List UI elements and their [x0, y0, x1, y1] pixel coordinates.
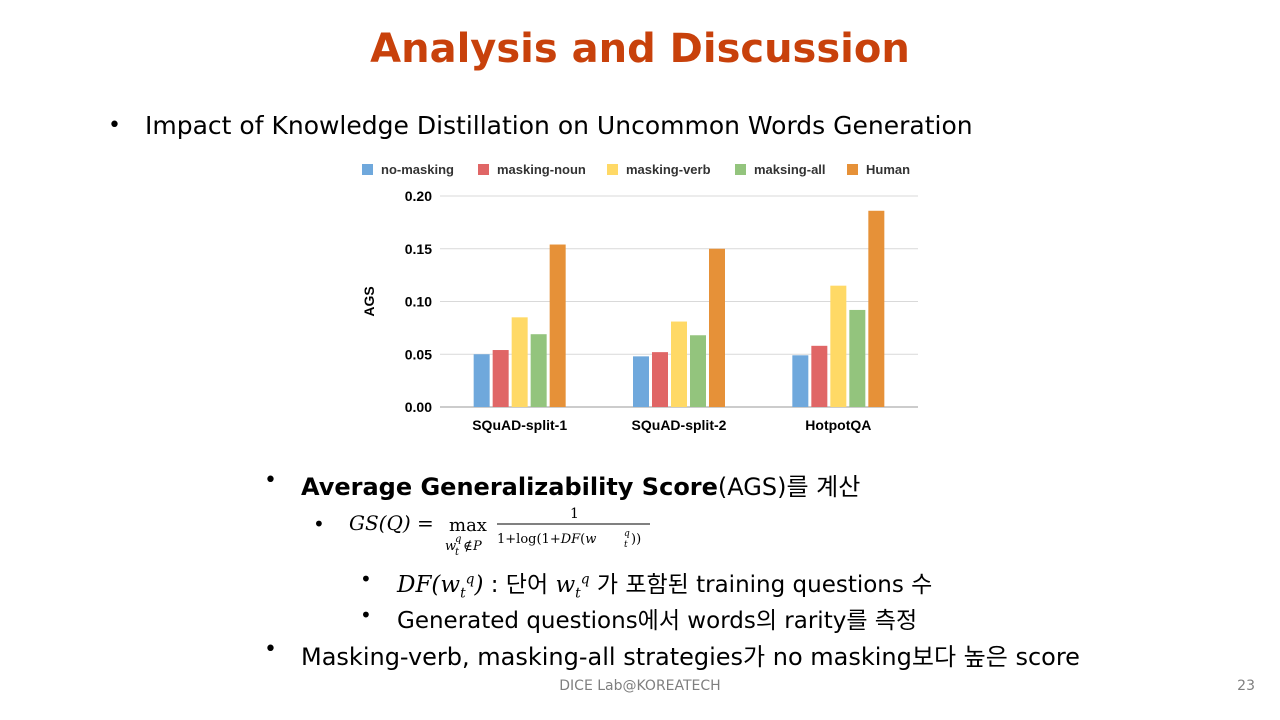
bar-no-masking-SQuAD-split-2 — [633, 356, 649, 407]
legend-swatch — [362, 164, 373, 175]
bar-no-masking-HotpotQA — [792, 355, 809, 407]
legend-label: masking-noun — [497, 162, 586, 177]
legend-label: maksing-all — [754, 162, 826, 177]
bullet-dot: • — [360, 603, 372, 627]
df-symbol: DF(wtq) — [397, 571, 484, 602]
gs-formula: GS(Q) = max w t q ∉ P 1 1+log(1+DF(w t q… — [345, 500, 685, 558]
bullet-dot: • — [264, 637, 277, 662]
bar-maksing-all-HotpotQA — [849, 309, 866, 407]
svg-text:1: 1 — [570, 506, 579, 522]
legend-swatch — [478, 164, 489, 175]
legend-label: no-masking — [381, 162, 454, 177]
bar-no-masking-SQuAD-split-1 — [473, 354, 490, 407]
bullet-masking: Masking-verb, masking-all strategies가 no… — [301, 643, 1080, 671]
svg-text:P: P — [472, 539, 482, 554]
bar-Human-SQuAD-split-2 — [709, 248, 725, 407]
bar-maksing-all-SQuAD-split-1 — [530, 334, 547, 407]
bullet-dot: • — [360, 567, 372, 591]
ags-bar-chart: 0.00 0.05 0.10 0.15 0.20 AGS SQuAD-split-1 SQuA… — [361, 162, 918, 433]
legend-swatch — [735, 164, 746, 175]
bar-masking-noun-SQuAD-split-1 — [492, 350, 509, 407]
bullet-df: DF(wtq) : 단어 wtq 가 포함된 training question… — [397, 565, 933, 602]
slide-title: Analysis and Discussion — [370, 26, 910, 72]
bullet-dot: • — [264, 468, 277, 493]
svg-text:t: t — [624, 540, 628, 550]
bullet-ags: Average Generalizability Score(AGS)를 계산 — [301, 467, 860, 502]
y-tick-label: 0.15 — [405, 241, 432, 257]
svg-text:q: q — [624, 529, 630, 539]
y-tick-label: 0.20 — [405, 188, 432, 204]
bullet-dot: • — [313, 512, 325, 536]
legend-swatch — [847, 164, 858, 175]
y-tick-label: 0.10 — [405, 294, 432, 310]
bar-Human-SQuAD-split-1 — [549, 244, 566, 407]
x-tick-label: HotpotQA — [805, 417, 871, 433]
svg-text:q: q — [455, 534, 461, 545]
svg-text:GS(Q) =: GS(Q) = — [349, 511, 434, 535]
bar-masking-verb-HotpotQA — [830, 285, 847, 407]
y-tick-label: 0.00 — [405, 399, 432, 415]
legend-label: Human — [866, 162, 910, 177]
x-tick-label: SQuAD-split-2 — [632, 417, 727, 433]
bar-masking-noun-SQuAD-split-2 — [652, 352, 668, 407]
svg-text:max: max — [449, 515, 487, 536]
svg-text:1+log(1+DF(w: 1+log(1+DF(w — [497, 532, 596, 547]
bullet-impact: Impact of Knowledge Distillation on Unco… — [145, 111, 973, 140]
legend-label: masking-verb — [626, 162, 711, 177]
bullet-rarity: Generated questions에서 words의 rarity를 측정 — [397, 608, 918, 634]
ags-bold-label: Average Generalizability Score — [301, 473, 718, 501]
df-text2: 가 포함된 training questions 수 — [589, 572, 933, 598]
legend-swatch — [607, 164, 618, 175]
y-axis-label: AGS — [361, 286, 377, 316]
footer: DICE Lab@KOREATECH — [559, 678, 721, 694]
bar-masking-verb-SQuAD-split-1 — [511, 317, 528, 407]
gs-formula-svg: GS(Q) = max w t q ∉ P 1 1+log(1+DF(w t q… — [349, 506, 650, 558]
svg-text:w: w — [445, 539, 456, 554]
svg-text:∉: ∉ — [463, 539, 473, 554]
ags-rest-label: (AGS)를 계산 — [717, 473, 861, 501]
x-tick-label: SQuAD-split-1 — [472, 417, 567, 433]
y-tick-label: 0.05 — [405, 346, 432, 362]
svg-text:)): )) — [631, 532, 641, 547]
svg-text:t: t — [455, 547, 460, 558]
bar-masking-noun-HotpotQA — [811, 345, 828, 407]
df-text1: : 단어 — [483, 572, 556, 598]
df-var: wtq — [555, 571, 590, 602]
bar-masking-verb-SQuAD-split-2 — [671, 321, 687, 407]
bullet-dot: • — [108, 113, 121, 138]
bar-maksing-all-SQuAD-split-2 — [690, 335, 706, 407]
bar-Human-HotpotQA — [868, 210, 885, 407]
page-number: 23 — [1237, 678, 1255, 694]
